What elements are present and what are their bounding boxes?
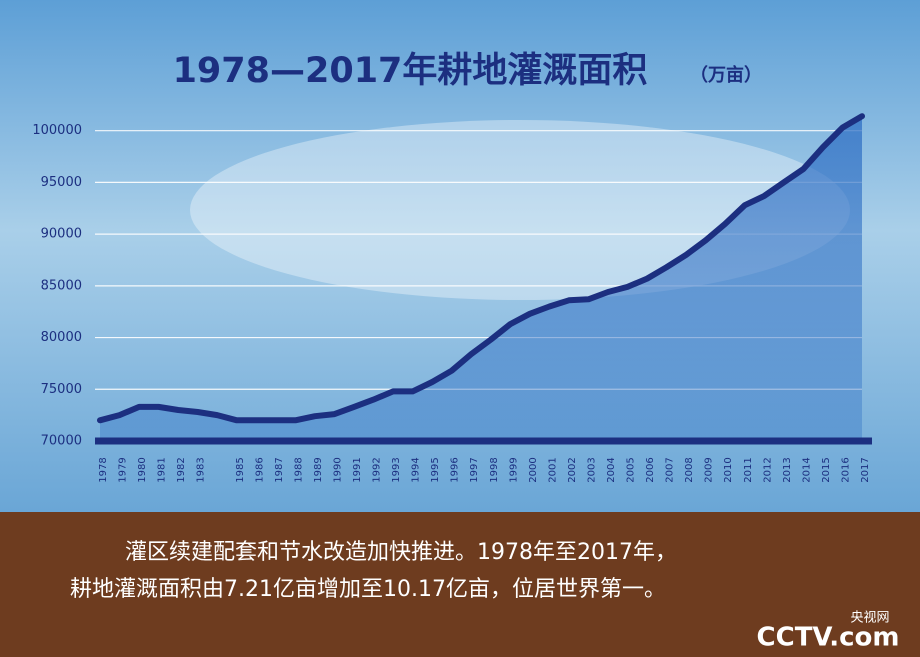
x-tick-label: 1979 (118, 457, 129, 482)
x-tick-label: 1993 (391, 457, 402, 482)
x-tick-label: 1997 (469, 457, 480, 482)
y-tick-label: 80000 (41, 330, 82, 345)
x-tick-label: 2013 (782, 457, 793, 482)
x-tick-label: 2000 (528, 457, 539, 482)
y-tick-label: 70000 (41, 434, 82, 449)
x-tick-label: 2014 (801, 457, 812, 482)
x-tick-label: 1985 (235, 457, 246, 482)
x-tick-label: 1978 (98, 457, 109, 482)
x-tick-label: 2017 (860, 457, 871, 482)
x-tick-label: 2012 (762, 457, 773, 482)
y-tick-label: 100000 (32, 123, 82, 138)
x-tick-label: 2008 (684, 457, 695, 482)
x-tick-label: 1998 (489, 457, 500, 482)
x-tick-label: 2007 (665, 457, 676, 482)
caption-band (0, 512, 920, 657)
x-tick-label: 1994 (411, 457, 422, 482)
x-tick-label: 1981 (157, 457, 168, 482)
y-tick-label: 75000 (41, 382, 82, 397)
y-tick-label: 85000 (41, 278, 82, 293)
logo: CCTV.com (757, 623, 900, 653)
x-tick-label: 2003 (586, 457, 597, 482)
x-tick-label: 1990 (332, 457, 343, 482)
x-tick-label: 2002 (567, 457, 578, 482)
x-tick-label: 2001 (547, 457, 558, 482)
watermark: 央视网 (850, 611, 889, 626)
caption-line: 灌区续建配套和节水改造加快推进。1978年至2017年， (125, 540, 677, 565)
x-tick-label: 1999 (508, 457, 519, 482)
x-tick-label: 1986 (254, 457, 265, 482)
x-tick-label: 1983 (196, 457, 207, 482)
x-tick-label: 2004 (606, 457, 617, 482)
x-tick-label: 1980 (137, 457, 148, 482)
x-tick-label: 1987 (274, 457, 285, 482)
x-tick-label: 2015 (821, 457, 832, 482)
chart-title: 1978—2017年耕地灌溉面积 (173, 51, 648, 91)
x-tick-label: 2006 (645, 457, 656, 482)
y-tick-label: 95000 (41, 175, 82, 190)
unit-label: （万亩） (690, 64, 762, 86)
y-tick-label: 90000 (41, 227, 82, 242)
x-tick-label: 1982 (176, 457, 187, 482)
x-tick-label: 1996 (450, 457, 461, 482)
area (100, 116, 862, 441)
x-tick-label: 2010 (723, 457, 734, 482)
x-tick-label: 1988 (293, 457, 304, 482)
x-tick-label: 2009 (704, 457, 715, 482)
plot: 70000 75000 80000 85000 90000 95000 100000 1978… (32, 113, 872, 483)
x-tick-label: 2011 (743, 457, 754, 482)
x-tick-label: 1989 (313, 457, 324, 482)
line (97, 113, 865, 424)
x-tick-label: 1991 (352, 457, 363, 482)
x-tick-label: 2016 (840, 457, 851, 482)
x-tick-label: 1995 (430, 457, 441, 482)
caption-line: 耕地灌溉面积由7.21亿亩增加至10.17亿亩，位居世界第一。 (70, 577, 666, 602)
x-tick-label: 1992 (372, 457, 383, 482)
x-tick-label: 2005 (626, 457, 637, 482)
